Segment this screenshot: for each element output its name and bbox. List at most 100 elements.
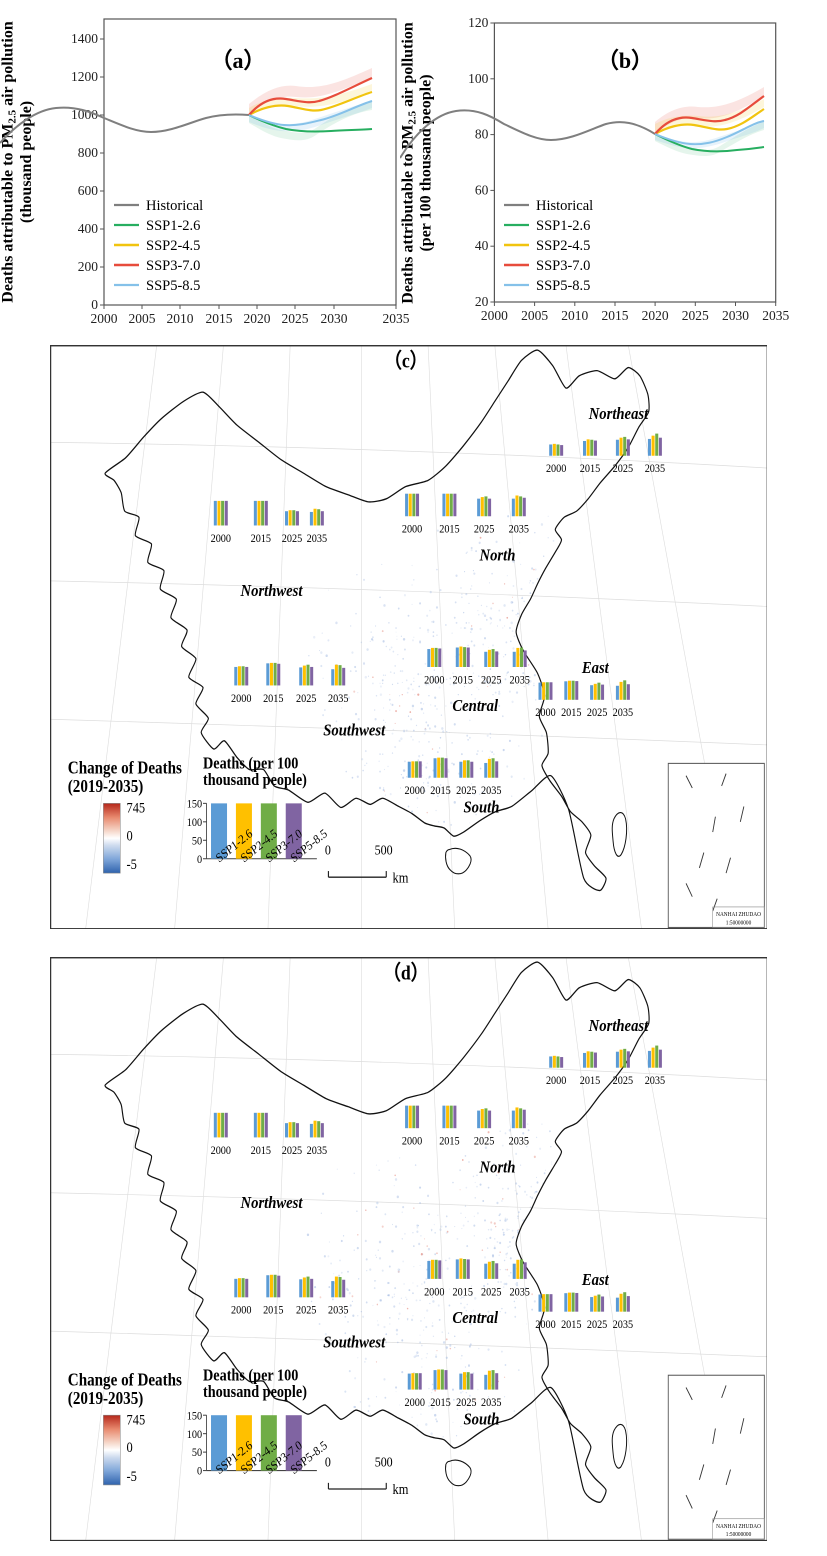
svg-text:2005: 2005	[129, 311, 156, 326]
svg-text:2000: 2000	[210, 532, 231, 545]
svg-text:2025: 2025	[456, 784, 477, 797]
svg-text:2035: 2035	[762, 308, 789, 323]
svg-text:Southwest: Southwest	[323, 1334, 386, 1352]
svg-text:100: 100	[186, 1428, 202, 1441]
svg-text:2035: 2035	[508, 523, 529, 536]
svg-text:Southwest: Southwest	[323, 722, 386, 740]
svg-text:2015: 2015	[561, 1319, 582, 1332]
svg-text:2000: 2000	[91, 311, 118, 326]
svg-text:2015: 2015	[250, 532, 271, 545]
svg-text:2025: 2025	[473, 1135, 494, 1148]
svg-text:Historical: Historical	[536, 198, 593, 214]
svg-text:2015: 2015	[452, 674, 473, 687]
svg-text:2035: 2035	[508, 1135, 529, 1148]
svg-text:0: 0	[197, 1465, 203, 1478]
svg-text:2005: 2005	[521, 308, 548, 323]
svg-text:South: South	[463, 799, 499, 817]
svg-text:SSP5-8.5: SSP5-8.5	[536, 278, 590, 294]
svg-text:2025: 2025	[296, 1304, 317, 1317]
svg-text:2035: 2035	[509, 674, 530, 687]
svg-text:2015: 2015	[452, 1286, 473, 1299]
svg-text:0: 0	[197, 853, 203, 866]
svg-text:600: 600	[78, 183, 99, 198]
svg-text:745: 745	[126, 800, 145, 816]
svg-text:SSP1-2.6: SSP1-2.6	[146, 218, 200, 234]
svg-text:-5: -5	[126, 856, 137, 872]
svg-text:2000: 2000	[231, 692, 252, 705]
svg-text:2000: 2000	[401, 523, 422, 536]
svg-text:1:50000000: 1:50000000	[725, 920, 751, 926]
svg-text:2010: 2010	[167, 311, 194, 326]
svg-text:800: 800	[78, 145, 99, 160]
svg-text:100: 100	[186, 816, 202, 829]
svg-text:2015: 2015	[263, 692, 284, 705]
svg-text:2015: 2015	[561, 706, 582, 719]
svg-text:2035: 2035	[612, 1319, 633, 1332]
svg-text:0: 0	[126, 1439, 132, 1455]
svg-text:km: km	[392, 869, 408, 885]
svg-text:NANHAI ZHUDAO: NANHAI ZHUDAO	[716, 912, 761, 918]
svg-text:SSP1-2.6: SSP1-2.6	[536, 218, 590, 234]
svg-text:Change of Deaths: Change of Deaths	[67, 1370, 181, 1390]
svg-text:2000: 2000	[404, 784, 425, 797]
svg-text:1:50000000: 1:50000000	[725, 1532, 751, 1538]
svg-text:2015: 2015	[206, 311, 233, 326]
svg-text:SSP3-7.0: SSP3-7.0	[536, 258, 590, 274]
svg-text:80: 80	[475, 127, 489, 142]
svg-text:(2019-2035): (2019-2035)	[67, 1388, 143, 1408]
svg-text:2035: 2035	[644, 1075, 665, 1088]
svg-text:Northwest: Northwest	[239, 1194, 302, 1212]
svg-text:50: 50	[192, 835, 203, 848]
svg-text:km: km	[392, 1482, 408, 1498]
svg-text:2000: 2000	[404, 1397, 425, 1410]
svg-text:745: 745	[126, 1412, 145, 1428]
svg-text:0: 0	[91, 297, 98, 312]
svg-text:0: 0	[324, 842, 330, 858]
svg-text:Northwest: Northwest	[239, 582, 302, 600]
svg-text:2015: 2015	[579, 462, 600, 475]
svg-text:2035: 2035	[481, 784, 502, 797]
svg-text:(2019-2035): (2019-2035)	[67, 776, 142, 796]
svg-text:2025: 2025	[612, 1075, 633, 1088]
svg-text:1200: 1200	[71, 69, 98, 84]
svg-text:SSP3-7.0: SSP3-7.0	[146, 258, 200, 274]
svg-text:2015: 2015	[439, 523, 460, 536]
svg-text:2035: 2035	[644, 462, 665, 475]
svg-text:Change of Deaths: Change of Deaths	[67, 757, 181, 777]
svg-text:2035: 2035	[328, 692, 349, 705]
svg-text:2015: 2015	[430, 1397, 451, 1410]
svg-text:Historical: Historical	[146, 198, 203, 214]
svg-text:2035: 2035	[306, 1144, 327, 1157]
svg-text:2025: 2025	[586, 706, 607, 719]
svg-text:2035: 2035	[328, 1304, 349, 1317]
svg-text:SSP2-4.5: SSP2-4.5	[536, 238, 590, 254]
svg-text:2000: 2000	[231, 1304, 252, 1317]
svg-text:2000: 2000	[546, 462, 567, 475]
svg-text:500: 500	[374, 1454, 392, 1470]
svg-text:Central: Central	[452, 1309, 498, 1327]
svg-text:2000: 2000	[546, 1075, 567, 1088]
svg-text:2000: 2000	[424, 1286, 445, 1299]
svg-text:1400: 1400	[71, 31, 98, 46]
svg-text:East: East	[581, 659, 609, 677]
svg-text:2025: 2025	[682, 308, 709, 323]
svg-text:2000: 2000	[535, 706, 556, 719]
svg-text:120: 120	[468, 15, 489, 30]
svg-text:2025: 2025	[586, 1319, 607, 1332]
svg-text:2035: 2035	[481, 1397, 502, 1410]
svg-text:2025: 2025	[481, 674, 502, 687]
svg-text:Central: Central	[452, 697, 498, 715]
svg-text:2015: 2015	[430, 784, 451, 797]
svg-text:2025: 2025	[612, 462, 633, 475]
svg-text:400: 400	[78, 221, 99, 236]
svg-text:2015: 2015	[602, 308, 629, 323]
svg-text:20: 20	[475, 294, 489, 309]
svg-text:40: 40	[475, 238, 489, 253]
svg-text:East: East	[581, 1271, 609, 1289]
svg-text:2025: 2025	[296, 692, 317, 705]
svg-text:2035: 2035	[306, 532, 327, 545]
svg-text:0: 0	[324, 1454, 330, 1470]
svg-text:2025: 2025	[481, 1286, 502, 1299]
svg-text:（a）: （a）	[210, 48, 265, 73]
svg-text:150: 150	[186, 798, 202, 811]
